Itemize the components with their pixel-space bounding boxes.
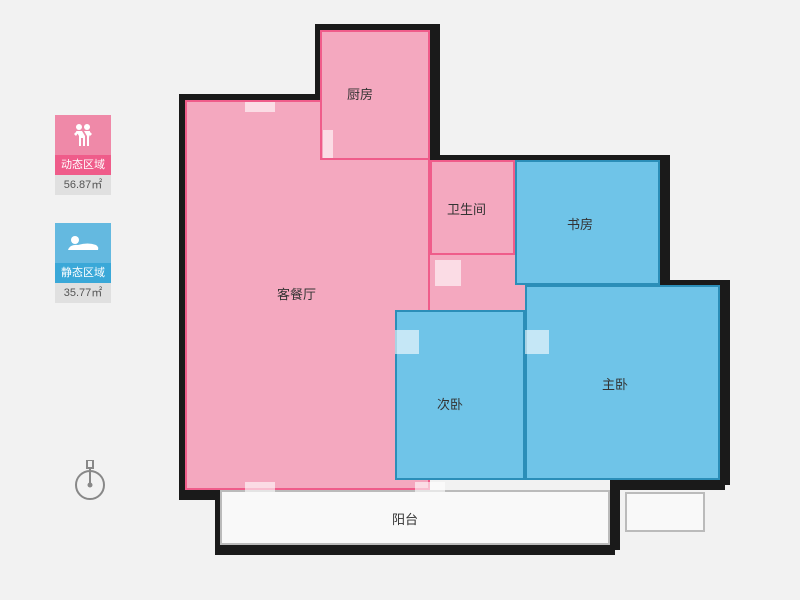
room-label: 主卧 bbox=[602, 374, 628, 393]
wall-segment bbox=[215, 545, 615, 555]
legend-item-static: 静态区域 35.77㎡ bbox=[55, 223, 111, 303]
room-label: 阳台 bbox=[392, 509, 418, 528]
room-label: 书房 bbox=[567, 214, 593, 233]
room-label: 卫生间 bbox=[447, 199, 486, 218]
legend-value-static: 35.77㎡ bbox=[55, 283, 111, 303]
wall-segment bbox=[430, 24, 440, 162]
wall-segment bbox=[610, 490, 620, 550]
legend-item-dynamic: 动态区域 56.87㎡ bbox=[55, 115, 111, 195]
door-opening bbox=[395, 330, 419, 354]
wall-segment bbox=[430, 24, 436, 30]
door-opening bbox=[245, 482, 275, 492]
room-label: 客餐厅 bbox=[277, 284, 316, 303]
legend-icon-static bbox=[55, 223, 111, 263]
wall-segment bbox=[660, 155, 670, 285]
wall-segment bbox=[720, 280, 730, 485]
room-书房: 书房 bbox=[515, 160, 660, 285]
room-阳台: 阳台 bbox=[220, 490, 610, 545]
legend-label-dynamic: 动态区域 bbox=[55, 155, 111, 175]
legend-icon-dynamic bbox=[55, 115, 111, 155]
room-卫生间: 卫生间 bbox=[430, 160, 515, 255]
legend-label-static: 静态区域 bbox=[55, 263, 111, 283]
room-label: 次卧 bbox=[437, 394, 463, 413]
door-opening bbox=[525, 330, 549, 354]
door-opening bbox=[323, 130, 333, 158]
room-主卧: 主卧 bbox=[525, 285, 720, 480]
legend-value-dynamic: 56.87㎡ bbox=[55, 175, 111, 195]
compass-icon bbox=[70, 460, 110, 509]
wall-segment bbox=[610, 480, 725, 490]
room-厨房: 厨房 bbox=[320, 30, 430, 160]
floor-plan: 客餐厅 厨房卫生间书房主卧次卧阳台 bbox=[185, 30, 725, 570]
door-opening bbox=[245, 102, 275, 112]
legend-panel: 动态区域 56.87㎡ 静态区域 35.77㎡ bbox=[55, 115, 111, 331]
door-opening bbox=[435, 260, 461, 286]
exterior-slab bbox=[625, 492, 705, 532]
room-label: 厨房 bbox=[347, 84, 373, 103]
door-opening bbox=[415, 482, 445, 492]
